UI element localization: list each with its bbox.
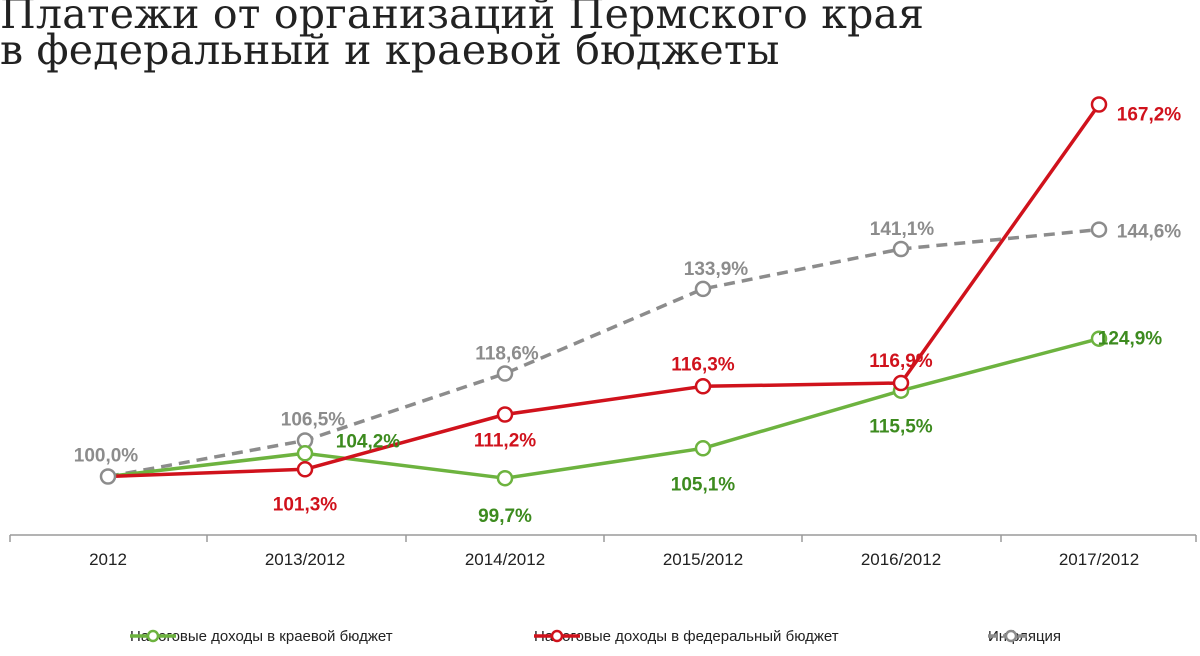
legend-swatch-inflation — [988, 629, 1034, 643]
point-inflation-3 — [694, 280, 712, 298]
legend-label-regional: Налоговые доходы в краевой бюджет — [130, 628, 393, 645]
legend-item-federal: Налоговые доходы в федеральный бюджет — [534, 628, 839, 645]
data-label-regional-4: 115,5% — [869, 417, 932, 438]
point-regional-2 — [496, 469, 514, 487]
point-federal-2 — [496, 406, 514, 423]
chart-legend: Налоговые доходы в краевой бюджет Налого… — [0, 628, 1200, 656]
data-label-regional-1: 104,2% — [336, 431, 401, 452]
data-label-inflation-5: 144,6% — [1117, 222, 1182, 243]
data-label-inflation-1: 106,5% — [281, 410, 346, 431]
point-federal-1 — [296, 461, 314, 478]
point-inflation-2 — [496, 365, 514, 382]
point-regional-5 — [1090, 330, 1108, 347]
data-label-federal-3: 116,3% — [671, 354, 734, 375]
data-label-inflation-4: 141,1% — [870, 219, 935, 240]
legend-item-inflation: Инфляция — [988, 628, 1061, 645]
data-label-regional-5: 124,9% — [1098, 329, 1163, 350]
data-label-federal-1: 101,3% — [273, 494, 338, 515]
legend-label-federal: Налоговые доходы в федеральный бюджет — [534, 628, 839, 645]
point-inflation-4 — [892, 240, 910, 258]
data-label-federal-5: 167,2% — [1117, 105, 1182, 126]
legend-item-regional: Налоговые доходы в краевой бюджет — [130, 628, 393, 645]
data-label-inflation-3: 133,9% — [684, 259, 749, 280]
line-chart: 2012 2013/2012 2014/2012 2015/2012 2016/2012… — [9, 96, 1197, 569]
chart-title-line-2: в федеральный и краевой бюджеты — [0, 26, 780, 74]
point-federal-4 — [892, 374, 910, 392]
data-label-inflation-0: 100,0% — [74, 446, 139, 467]
point-inflation-5 — [1090, 221, 1108, 238]
x-tick-label-2: 2014/2012 — [465, 550, 545, 569]
series-line-federal — [107, 103, 1101, 479]
point-federal-5 — [1090, 96, 1108, 113]
legend-swatch-federal — [534, 629, 580, 643]
data-label-regional-2: 99,7% — [478, 506, 532, 527]
x-tick-label-1: 2013/2012 — [265, 550, 345, 569]
chart-title: Платежи от организаций Пермского края в … — [0, 0, 1200, 74]
chart-title-line-1: Платежи от организаций Пермского края — [0, 0, 925, 38]
point-federal-3 — [694, 378, 712, 395]
data-label-inflation-2: 118,6% — [475, 344, 538, 365]
point-inflation-0 — [99, 468, 117, 485]
data-label-federal-2: 111,2% — [474, 431, 536, 452]
x-tick-label-5: 2017/2012 — [1059, 550, 1139, 569]
x-tick-label-4: 2016/2012 — [861, 550, 941, 569]
legend-swatch-regional — [130, 629, 176, 643]
point-regional-3 — [694, 440, 712, 457]
data-label-federal-4: 116,9% — [869, 351, 932, 372]
series-line-regional — [107, 337, 1100, 480]
x-tick-label-0: 2012 — [89, 550, 127, 569]
data-label-regional-3: 105,1% — [671, 474, 736, 495]
point-regional-1 — [296, 445, 314, 462]
series-line-inflation — [107, 227, 1100, 479]
x-tick-label-3: 2015/2012 — [663, 550, 743, 569]
